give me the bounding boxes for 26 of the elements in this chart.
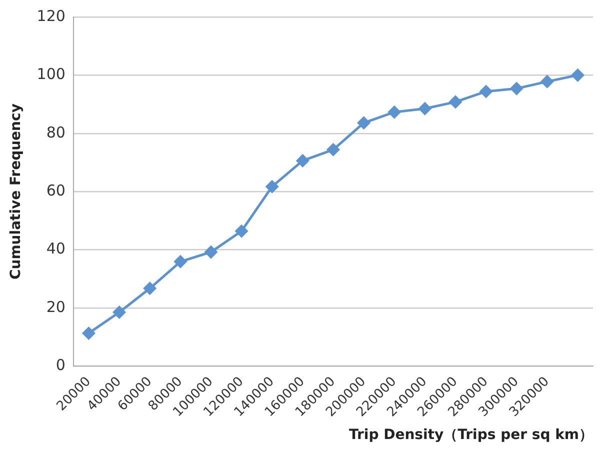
y-tick-label: 0 xyxy=(56,356,66,374)
y-tick-label: 100 xyxy=(36,65,66,84)
point xyxy=(358,116,370,130)
y-tick-label: 80 xyxy=(46,123,66,142)
point xyxy=(266,180,278,193)
y-tick-label: 120 xyxy=(36,6,66,25)
point xyxy=(113,306,126,319)
point xyxy=(480,85,492,98)
point xyxy=(418,102,432,115)
point xyxy=(510,82,523,95)
y-tick-label: 20 xyxy=(46,298,66,316)
point xyxy=(82,326,95,340)
point xyxy=(449,96,462,108)
point xyxy=(144,282,156,295)
y-axis-title: Cumulative Frequency xyxy=(8,104,24,280)
point xyxy=(174,255,187,268)
point xyxy=(540,75,554,88)
y-tick-label: 60 xyxy=(46,181,66,200)
point xyxy=(326,143,340,156)
x-axis-title: Trip Density（Trips per sq km） xyxy=(348,427,593,444)
point xyxy=(204,246,218,258)
point xyxy=(296,154,309,167)
point xyxy=(388,106,401,118)
y-tick-label: 40 xyxy=(46,240,66,258)
point xyxy=(571,68,584,82)
point xyxy=(235,224,248,238)
